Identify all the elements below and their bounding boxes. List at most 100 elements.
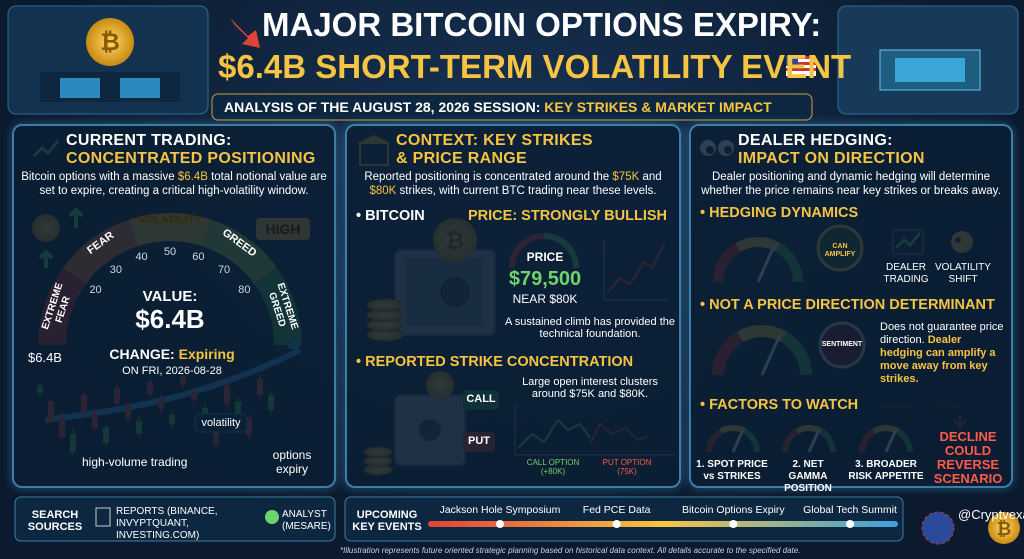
change: CHANGE: Expiring: [92, 346, 252, 362]
panel-title: CONCENTRATED POSITIONING: [66, 150, 316, 167]
decoration: [786, 56, 816, 59]
gauge-zone-label: VOLATILITY: [138, 214, 202, 226]
section-title: • NOT A PRICE DIRECTION DETERMINANT: [700, 297, 995, 313]
event-dot: [496, 520, 504, 528]
decoration: [86, 18, 134, 66]
note: A sustained climb has provided the techn…: [505, 316, 675, 340]
item: DEALER TRADING: [883, 262, 929, 285]
gauge-tick-label: 50: [163, 246, 177, 258]
change-label: CHANGE:: [109, 346, 175, 362]
price: $79,500: [508, 268, 582, 290]
chart-label: $6.4B: [28, 350, 62, 365]
event-label: Global Tech Summit: [803, 504, 897, 516]
factor: 2. NET GAMMA POSITION: [784, 459, 832, 494]
decoration: [344, 496, 904, 542]
subtitle-highlight: KEY STRIKES & MARKET IMPACT: [544, 99, 772, 115]
title-line1: MAJOR BITCOIN OPTIONS EXPIRY:: [262, 6, 822, 43]
badge: HIGH: [265, 221, 301, 237]
text: Dealer hedging can amplify a move away f…: [880, 334, 996, 385]
event-dot: [729, 520, 738, 528]
panel-dealer-hedging: [689, 124, 1013, 488]
event-label: Jackson Hole Symposium: [439, 504, 561, 516]
panel-title: CURRENT TRADING:: [66, 132, 232, 149]
factor: 3. BROADER RISK APPETITE: [848, 459, 924, 482]
badge: SENTIMENT: [821, 341, 863, 348]
gauge-tick-label: 60: [192, 250, 205, 263]
decoration: [786, 62, 816, 65]
analyst: ANALYST (MESARE): [282, 509, 331, 532]
section-title: • HEDGING DYNAMICS: [700, 205, 859, 221]
decoration: [60, 78, 100, 98]
section-title: • BITCOIN: [356, 208, 425, 224]
gauge-tick-label: 30: [109, 263, 123, 276]
panel-title: IMPACT ON DIRECTION: [738, 150, 925, 167]
chart-label: volatility: [201, 417, 241, 429]
change-value: Expiring: [178, 346, 235, 362]
decoration: [211, 93, 813, 121]
decoration: [895, 58, 965, 82]
title-line2: $6.4B SHORT-TERM VOLATILITY EVENT: [218, 48, 852, 85]
text: Reported positioning is concentrated aro…: [364, 171, 613, 183]
panel-body: Dealer positioning and dynamic hedging w…: [701, 171, 1001, 197]
panel-current-trading: [12, 124, 336, 488]
panel-title: & PRICE RANGE: [396, 150, 528, 167]
gauge-tick-label: 40: [135, 250, 148, 263]
chart-label: high-volume trading: [82, 455, 188, 469]
warning: DECLINE COULD REVERSE SCENARIO: [933, 429, 1003, 486]
decoration: ₿: [100, 29, 120, 56]
event-label: Fed PCE Data: [582, 504, 651, 516]
text: BITCOIN: [365, 208, 425, 224]
text: REPORTED STRIKE CONCENTRATION: [365, 354, 634, 370]
note: Large open interest clusters around $75K…: [522, 376, 658, 400]
text: Bitcoin options with a massive: [21, 171, 178, 183]
factor: 1. SPOT PRICE vs STRIKES: [696, 459, 768, 482]
text: FACTORS TO WATCH: [709, 397, 859, 413]
text: NOT A PRICE DIRECTION DETERMINANT: [709, 297, 995, 313]
panel-body: Reported positioning is concentrated aro…: [353, 170, 673, 198]
text: and: [639, 171, 662, 183]
section-title: PRICE: STRONGLY BULLISH: [468, 208, 667, 224]
chart-label: CALL OPTION (+80K): [526, 458, 580, 476]
subtitle: ANALYSIS OF THE AUGUST 28, 2026 SESSION:…: [224, 99, 772, 115]
note: Does not guarantee price direction. Deal…: [880, 321, 1005, 386]
text: Does not guarantee price direction.: [880, 321, 1004, 346]
event-label: Bitcoin Options Expiry: [681, 504, 785, 516]
panel-context: [345, 124, 681, 488]
text: $6.4B: [177, 171, 208, 183]
value: $6.4B: [135, 304, 205, 334]
text: $75K: [612, 171, 640, 183]
gauge-tick-label: 70: [217, 263, 231, 276]
put-badge: PUT: [468, 435, 490, 447]
decoration: [14, 496, 336, 542]
decoration: [120, 78, 160, 98]
reports: REPORTS (BINANCE, INVYPTQUANT, INVESTING…: [116, 506, 218, 541]
handle: @Cryptvexa: [958, 507, 1024, 522]
decoration: [786, 56, 798, 66]
call-badge: CALL: [466, 393, 496, 405]
gauge-tick-label: 20: [89, 283, 102, 296]
panel-title: DEALER HEDGING:: [738, 132, 893, 149]
decoration: [95, 507, 111, 527]
subtitle-lead: ANALYSIS OF THE AUGUST 28, 2026 SESSION:: [224, 99, 541, 115]
panel-body: Bitcoin options with a massive $6.4B tot…: [18, 170, 330, 198]
date: ON FRI, 2026-08-28: [122, 365, 222, 377]
decoration: [496, 520, 854, 528]
decoration: ₿: [997, 519, 1012, 539]
near: NEAR $80K: [512, 292, 578, 306]
text: HEDGING DYNAMICS: [709, 205, 859, 221]
section-title: • REPORTED STRIKE CONCENTRATION: [356, 354, 634, 370]
text: total notional value are set to expire, …: [39, 171, 327, 197]
decoration: [786, 68, 816, 71]
item: VOLATILITY SHIFT: [935, 262, 991, 285]
chart-label: PUT OPTION (75K): [602, 458, 652, 476]
event-dot: [612, 520, 621, 528]
disclaimer: *Illustration represents future oriented…: [340, 546, 801, 555]
decoration: [265, 510, 279, 524]
badge: CAN AMPLIFY: [824, 243, 856, 258]
section-title: • FACTORS TO WATCH: [700, 397, 859, 413]
decoration: [922, 512, 954, 544]
decoration: [988, 512, 1020, 544]
text: strikes, with current BTC trading near t…: [396, 185, 657, 197]
events-label: UPCOMING KEY EVENTS: [352, 509, 422, 533]
